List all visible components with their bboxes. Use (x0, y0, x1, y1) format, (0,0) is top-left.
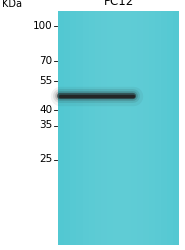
Bar (119, 11, 125, 245)
Bar (58, 11, 179, 245)
Text: KDa: KDa (2, 0, 22, 9)
Bar (113, 11, 119, 245)
Bar (131, 11, 137, 245)
Text: PC12: PC12 (104, 0, 134, 8)
Text: 25: 25 (39, 154, 53, 164)
Bar (125, 11, 131, 245)
Bar (70, 11, 76, 245)
Bar (58, 11, 64, 245)
Bar (89, 11, 95, 245)
Bar (64, 11, 70, 245)
Text: 35: 35 (39, 120, 53, 130)
Bar (149, 11, 155, 245)
Text: 55: 55 (39, 76, 53, 86)
Bar (173, 11, 179, 245)
Bar (76, 11, 83, 245)
Bar (143, 11, 149, 245)
Bar (101, 11, 107, 245)
Text: 100: 100 (33, 21, 53, 31)
Text: 40: 40 (40, 105, 53, 115)
Bar (95, 11, 101, 245)
Bar (107, 11, 113, 245)
Bar (137, 11, 143, 245)
Bar (161, 11, 167, 245)
Bar (83, 11, 89, 245)
Text: 70: 70 (40, 56, 53, 66)
Bar (167, 11, 173, 245)
Bar (155, 11, 161, 245)
